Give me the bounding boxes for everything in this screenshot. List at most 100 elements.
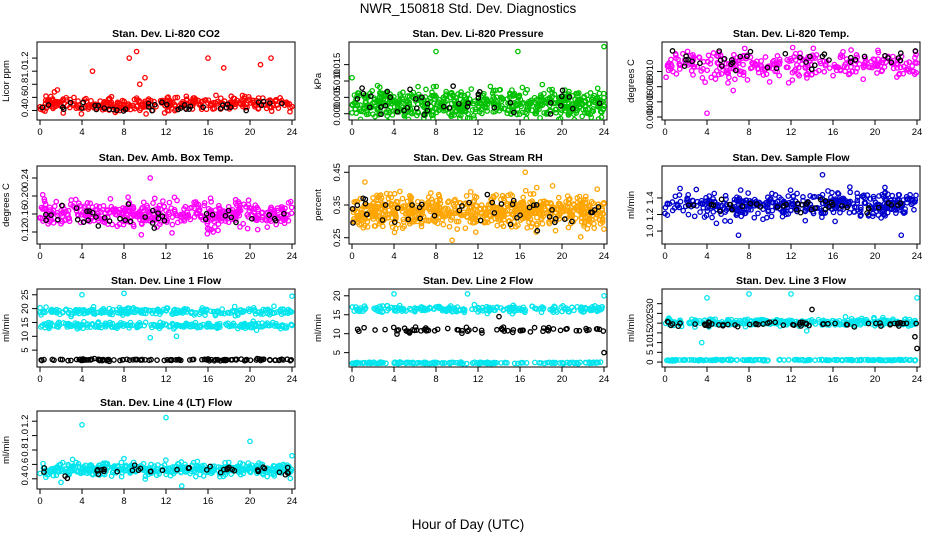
data-point <box>67 307 73 314</box>
data-point <box>725 70 732 77</box>
data-point <box>451 112 458 118</box>
data-point <box>144 204 151 211</box>
data-point <box>797 209 804 216</box>
data-point <box>738 318 745 325</box>
data-point <box>909 68 916 75</box>
x-tick-label: 4 <box>391 374 396 385</box>
data-point <box>551 360 558 367</box>
data-point <box>404 198 411 205</box>
data-point <box>361 324 367 331</box>
data-point <box>492 307 498 314</box>
y-tick-label: 0.24 <box>20 169 31 188</box>
data-point <box>416 207 423 214</box>
data-point <box>404 105 411 111</box>
data-point <box>437 200 444 207</box>
data-point <box>725 80 731 86</box>
data-point <box>405 216 412 223</box>
data-point <box>549 93 556 100</box>
data-point <box>277 306 284 313</box>
data-point <box>692 321 698 327</box>
data-point <box>468 204 475 211</box>
data-point <box>133 48 140 55</box>
data-point <box>259 214 266 221</box>
data-point <box>117 215 123 222</box>
data-point <box>807 53 813 60</box>
data-point <box>865 320 872 327</box>
data-point <box>266 100 273 106</box>
data-point <box>362 200 369 207</box>
data-point <box>577 233 584 240</box>
data-point <box>529 220 536 227</box>
data-point <box>887 205 894 211</box>
data-point <box>405 116 412 120</box>
data-point <box>536 106 542 113</box>
data-point <box>677 320 683 327</box>
data-point <box>280 207 286 214</box>
data-point <box>207 102 214 109</box>
data-point <box>809 306 815 313</box>
data-point <box>458 92 464 98</box>
data-point <box>601 292 607 299</box>
data-point <box>364 211 370 218</box>
data-point <box>594 85 601 92</box>
data-point <box>523 359 530 366</box>
data-point <box>395 101 401 107</box>
data-point <box>882 184 888 191</box>
data-point <box>511 360 518 367</box>
data-point <box>507 99 514 106</box>
data-point <box>73 356 80 363</box>
data-point <box>597 108 604 115</box>
data-point <box>547 100 554 106</box>
data-point <box>528 223 535 230</box>
data-point <box>359 85 365 91</box>
data-point <box>727 201 734 208</box>
y-axis-label: ml/min <box>1 314 12 342</box>
x-tick-label: 8 <box>433 251 438 262</box>
data-point <box>417 215 424 222</box>
data-point <box>368 93 374 99</box>
data-point <box>799 61 805 68</box>
data-point <box>476 359 483 366</box>
data-point <box>842 313 849 320</box>
data-point <box>387 94 394 101</box>
data-point <box>541 110 548 116</box>
data-point <box>404 99 411 105</box>
data-point <box>828 199 835 206</box>
x-tick-label: 4 <box>704 374 709 385</box>
data-point <box>479 330 485 336</box>
y-tick-label: 5 <box>20 348 31 353</box>
data-point <box>734 54 740 61</box>
data-point <box>401 107 407 114</box>
data-point <box>896 70 903 77</box>
data-point <box>440 221 447 228</box>
data-point <box>708 201 715 208</box>
data-point <box>571 116 578 120</box>
data-point <box>504 327 511 334</box>
data-point <box>704 67 710 74</box>
data-point <box>349 101 356 108</box>
data-point <box>97 98 104 104</box>
data-point <box>485 98 492 105</box>
data-point <box>39 309 46 316</box>
data-point <box>742 210 749 217</box>
x-tick-label: 20 <box>557 251 568 262</box>
data-point <box>415 83 421 90</box>
data-point <box>197 214 204 221</box>
data-point <box>594 325 601 332</box>
data-point <box>394 331 400 337</box>
data-point <box>685 202 692 209</box>
x-tick-label: 0 <box>662 251 667 262</box>
data-point <box>120 101 127 108</box>
x-tick-label: 4 <box>391 251 396 262</box>
data-point <box>233 308 240 315</box>
data-point <box>857 204 864 211</box>
data-point <box>532 359 538 366</box>
data-point <box>366 359 373 366</box>
data-point <box>669 207 676 214</box>
data-point <box>181 102 188 108</box>
data-point <box>728 61 734 68</box>
y-tick-label: 0.4 <box>20 472 31 485</box>
data-point <box>911 198 918 205</box>
data-point <box>592 95 599 102</box>
data-point <box>73 105 80 112</box>
